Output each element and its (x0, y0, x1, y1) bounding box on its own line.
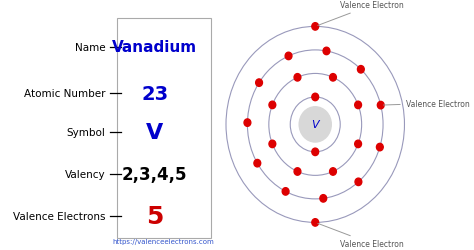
Text: Atomic Number: Atomic Number (24, 89, 106, 99)
Circle shape (269, 102, 276, 109)
Circle shape (355, 102, 362, 109)
Circle shape (357, 66, 364, 74)
Text: https://valenceelectrons.com: https://valenceelectrons.com (113, 238, 214, 244)
Text: Symbol: Symbol (67, 128, 106, 138)
Text: Name: Name (75, 43, 106, 53)
Circle shape (312, 219, 319, 226)
FancyBboxPatch shape (117, 18, 211, 238)
Text: V: V (146, 123, 163, 143)
Text: Valence Electron: Valence Electron (318, 224, 404, 248)
Text: 23: 23 (141, 84, 168, 103)
Circle shape (312, 24, 319, 31)
Circle shape (376, 144, 383, 151)
Circle shape (254, 160, 261, 167)
Text: Valence Electrons: Valence Electrons (13, 211, 106, 221)
Circle shape (244, 120, 251, 127)
Text: 5: 5 (146, 204, 163, 228)
Circle shape (312, 94, 319, 101)
Circle shape (320, 195, 327, 202)
Circle shape (294, 168, 301, 175)
Circle shape (282, 188, 289, 195)
Circle shape (299, 107, 331, 142)
Circle shape (323, 48, 330, 56)
Circle shape (355, 178, 362, 186)
Circle shape (377, 102, 384, 110)
Text: V: V (311, 120, 319, 130)
Circle shape (329, 74, 337, 82)
Text: 2,3,4,5: 2,3,4,5 (122, 166, 187, 184)
Circle shape (285, 53, 292, 60)
Text: Valence Electron: Valence Electron (318, 1, 404, 26)
Circle shape (312, 148, 319, 156)
Circle shape (269, 140, 276, 148)
Circle shape (355, 140, 362, 148)
Text: Valence Electron: Valence Electron (383, 99, 469, 108)
Circle shape (294, 74, 301, 82)
Text: Valency: Valency (65, 170, 106, 180)
Circle shape (329, 168, 337, 175)
Text: Vanadium: Vanadium (112, 40, 197, 55)
Circle shape (255, 80, 263, 87)
